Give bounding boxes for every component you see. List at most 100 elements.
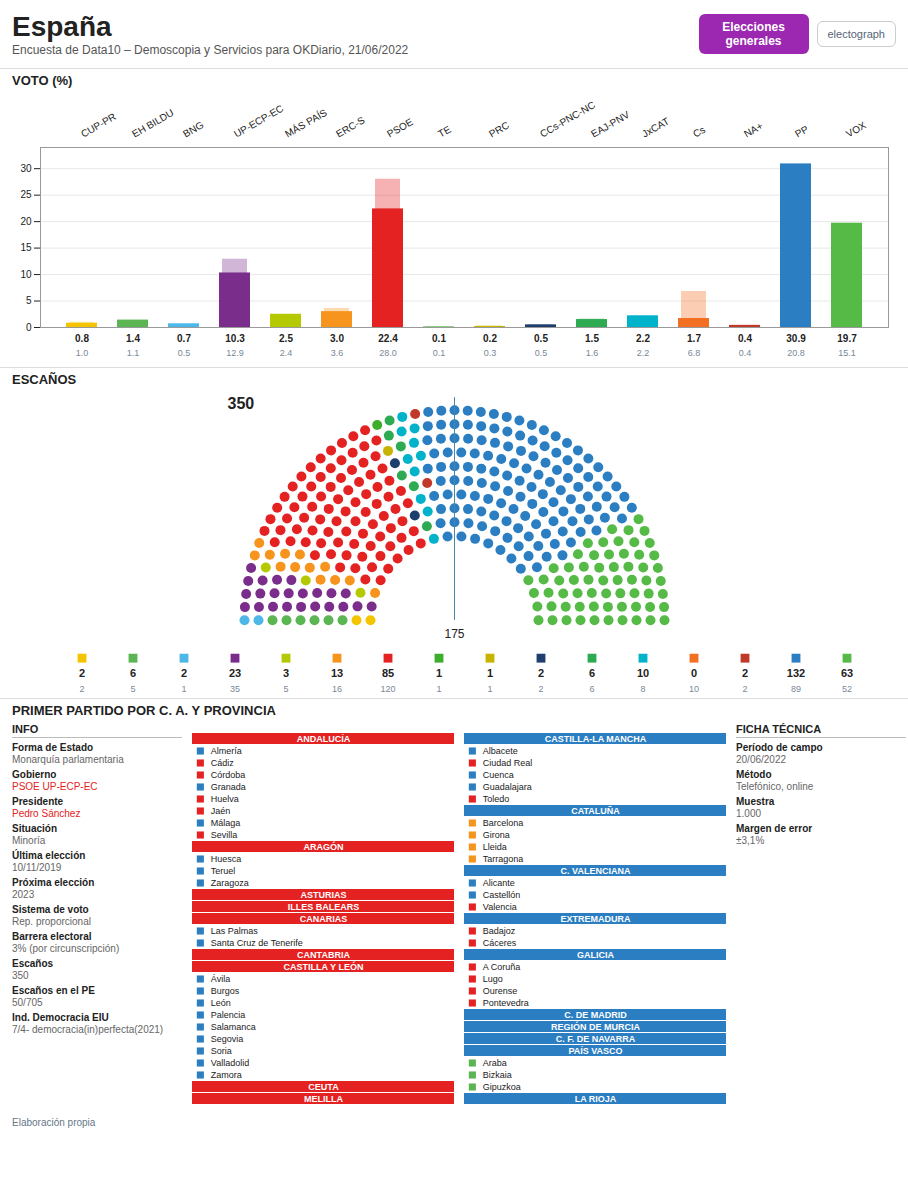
svg-text:GALICIA: GALICIA xyxy=(577,950,614,960)
svg-text:15: 15 xyxy=(20,242,32,253)
svg-text:Badajoz: Badajoz xyxy=(483,926,516,936)
svg-text:1: 1 xyxy=(487,684,492,694)
svg-text:2: 2 xyxy=(79,684,84,694)
svg-text:Santa Cruz de Tenerife: Santa Cruz de Tenerife xyxy=(211,938,303,948)
svg-text:350: 350 xyxy=(228,395,255,412)
svg-text:10: 10 xyxy=(20,269,32,280)
svg-text:0.4: 0.4 xyxy=(739,348,752,358)
svg-text:1.6: 1.6 xyxy=(586,348,599,358)
svg-text:Ciudad Real: Ciudad Real xyxy=(483,758,533,768)
svg-text:CASTILLA-LA MANCHA: CASTILLA-LA MANCHA xyxy=(545,734,647,744)
svg-text:PRC: PRC xyxy=(487,119,511,139)
svg-text:Toledo: Toledo xyxy=(483,794,510,804)
svg-text:63: 63 xyxy=(841,667,853,679)
svg-text:6.8: 6.8 xyxy=(688,348,701,358)
svg-text:0.5: 0.5 xyxy=(178,348,191,358)
svg-text:Granada: Granada xyxy=(211,782,246,792)
svg-text:NA+: NA+ xyxy=(742,120,765,139)
svg-text:CANARIAS: CANARIAS xyxy=(300,914,348,924)
svg-text:1.1: 1.1 xyxy=(127,348,140,358)
svg-text:13: 13 xyxy=(331,667,343,679)
svg-text:3.6: 3.6 xyxy=(331,348,344,358)
svg-text:5: 5 xyxy=(130,684,135,694)
svg-text:MÁS PAÍS: MÁS PAÍS xyxy=(283,106,330,140)
svg-text:0.1: 0.1 xyxy=(432,333,446,344)
svg-text:Lugo: Lugo xyxy=(483,974,503,984)
svg-text:CCs-PNC-NC: CCs-PNC-NC xyxy=(538,99,597,139)
svg-text:Córdoba: Córdoba xyxy=(211,770,246,780)
svg-text:2: 2 xyxy=(742,667,748,679)
svg-text:Cuenca: Cuenca xyxy=(483,770,514,780)
svg-text:Segovia: Segovia xyxy=(211,1034,244,1044)
svg-text:Almería: Almería xyxy=(211,746,242,756)
svg-text:Albacete: Albacete xyxy=(483,746,518,756)
svg-text:VOX: VOX xyxy=(844,119,868,139)
svg-text:TE: TE xyxy=(436,123,453,139)
svg-text:Barcelona: Barcelona xyxy=(483,818,524,828)
svg-text:Zaragoza: Zaragoza xyxy=(211,878,249,888)
svg-text:ARAGÓN: ARAGÓN xyxy=(304,841,344,852)
svg-text:10: 10 xyxy=(689,684,699,694)
svg-text:10.3: 10.3 xyxy=(225,333,245,344)
svg-text:1: 1 xyxy=(487,667,493,679)
svg-text:C. DE MADRID: C. DE MADRID xyxy=(564,1010,627,1020)
svg-text:Palencia: Palencia xyxy=(211,1010,246,1020)
svg-text:Huelva: Huelva xyxy=(211,794,239,804)
svg-text:1.5: 1.5 xyxy=(585,333,599,344)
svg-text:0.7: 0.7 xyxy=(177,333,191,344)
svg-text:Cs: Cs xyxy=(691,124,707,140)
svg-text:León: León xyxy=(211,998,231,1008)
svg-text:2: 2 xyxy=(79,667,85,679)
svg-text:EXTREMADURA: EXTREMADURA xyxy=(560,914,631,924)
svg-text:Sevilla: Sevilla xyxy=(211,830,238,840)
svg-text:30: 30 xyxy=(20,163,32,174)
svg-text:3: 3 xyxy=(283,667,289,679)
svg-text:C. VALENCIANA: C. VALENCIANA xyxy=(561,866,631,876)
svg-text:CANTABRIA: CANTABRIA xyxy=(297,950,350,960)
svg-text:Valencia: Valencia xyxy=(483,902,517,912)
svg-text:120: 120 xyxy=(380,684,395,694)
svg-text:Salamanca: Salamanca xyxy=(211,1022,256,1032)
svg-text:BNG: BNG xyxy=(181,119,205,139)
svg-text:1: 1 xyxy=(436,684,441,694)
svg-text:0: 0 xyxy=(26,322,32,333)
svg-text:EAJ-PNV: EAJ-PNV xyxy=(589,109,631,140)
svg-text:Gipuzkoa: Gipuzkoa xyxy=(483,1082,521,1092)
svg-text:MELILLA: MELILLA xyxy=(304,1094,343,1104)
svg-text:CEUTA: CEUTA xyxy=(308,1082,339,1092)
svg-text:28.0: 28.0 xyxy=(379,348,397,358)
svg-text:ASTURIAS: ASTURIAS xyxy=(300,890,346,900)
svg-text:0.5: 0.5 xyxy=(535,348,548,358)
svg-text:Girona: Girona xyxy=(483,830,510,840)
svg-text:1.7: 1.7 xyxy=(687,333,701,344)
svg-text:Teruel: Teruel xyxy=(211,866,236,876)
svg-text:Bizkaia: Bizkaia xyxy=(483,1070,512,1080)
svg-text:Pontevedra: Pontevedra xyxy=(483,998,529,1008)
svg-text:JxCAT: JxCAT xyxy=(640,115,671,139)
svg-text:PP: PP xyxy=(793,123,810,139)
svg-text:15.1: 15.1 xyxy=(838,348,856,358)
svg-text:REGIÓN DE MURCIA: REGIÓN DE MURCIA xyxy=(551,1021,641,1032)
svg-text:6: 6 xyxy=(130,667,136,679)
svg-text:1: 1 xyxy=(181,684,186,694)
svg-text:UP-ECP-EC: UP-ECP-EC xyxy=(232,103,285,140)
svg-text:EH BILDU: EH BILDU xyxy=(130,107,175,140)
svg-text:8: 8 xyxy=(640,684,645,694)
svg-text:5: 5 xyxy=(26,295,32,306)
svg-text:A Coruña: A Coruña xyxy=(483,962,521,972)
svg-text:Lleida: Lleida xyxy=(483,842,507,852)
svg-text:0.3: 0.3 xyxy=(484,348,497,358)
svg-text:22.4: 22.4 xyxy=(378,333,398,344)
svg-text:2.2: 2.2 xyxy=(637,348,650,358)
svg-text:PAÍS VASCO: PAÍS VASCO xyxy=(568,1046,622,1056)
svg-text:1: 1 xyxy=(436,667,442,679)
svg-text:16: 16 xyxy=(332,684,342,694)
svg-text:CASTILLA Y LEÓN: CASTILLA Y LEÓN xyxy=(284,961,364,972)
svg-text:3.0: 3.0 xyxy=(330,333,344,344)
svg-text:ILLES BALEARS: ILLES BALEARS xyxy=(288,902,360,912)
svg-text:Castellón: Castellón xyxy=(483,890,521,900)
svg-text:1.0: 1.0 xyxy=(76,348,89,358)
svg-text:Araba: Araba xyxy=(483,1058,507,1068)
svg-text:ERC-S: ERC-S xyxy=(334,114,367,139)
svg-text:2.4: 2.4 xyxy=(280,348,293,358)
